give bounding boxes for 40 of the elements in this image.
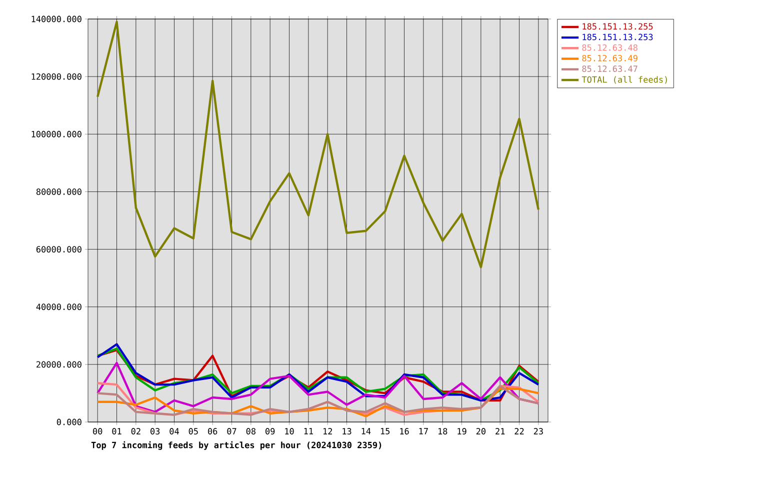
x-tick-label: 05 [188,428,198,434]
x-tick-label: 10 [285,428,294,434]
y-tick-label: 140000.000 [32,16,82,22]
x-tick-label: 16 [400,428,409,434]
x-tick-label: 13 [342,428,352,434]
legend-label: 85.12.63.47 [582,66,638,72]
x-tick-label: 02 [131,428,140,434]
x-tick-label: 21 [496,428,505,434]
x-tick-label: 19 [458,428,466,434]
y-tick-label: 120000.000 [32,73,82,80]
x-tick-label: 03 [150,428,160,434]
x-tick-label: 18 [438,428,448,434]
legend-label: 85.12.63.49 [582,54,638,62]
x-tick-label: 09 [266,428,275,434]
x-tick-label: 20 [476,428,486,434]
y-tick-label: 100000.000 [32,130,82,138]
y-tick-label: 0.000 [56,418,82,426]
legend-label: 85.12.63.48 [582,44,638,51]
x-tick-label: 22 [514,428,524,434]
x-tick-label: 14 [362,428,371,434]
text: Top 7 incoming feeds by articles per hour (20241030 2359) [91,441,382,450]
x-tick-label: 17 [419,428,428,434]
legend-label: 185.151.13.255 [582,23,653,30]
legend-label: 185.151.13.253 [582,34,653,40]
legend-label: TOTAL (all feeds) [582,76,667,84]
x-tick-label: 04 [170,428,179,434]
x-tick-label: 11 [304,428,313,434]
x-tick-label: 23 [534,428,543,434]
y-tick-label: 40000.000 [36,304,82,310]
x-tick-label: 12 [323,428,332,434]
y-tick-label: 60000.000 [36,246,82,253]
line-series [96,20,540,268]
x-tick-label: 08 [246,428,256,434]
x-tick-label: 06 [208,428,218,434]
y-tick-label: 80000.000 [36,188,82,195]
x-tick-label: 00 [93,428,102,434]
x-tick-label: 01 [112,428,122,434]
y-tick-label: 20000.000 [36,361,82,368]
x-tick-label: 07 [227,428,236,434]
x-tick-label: 15 [380,428,390,434]
